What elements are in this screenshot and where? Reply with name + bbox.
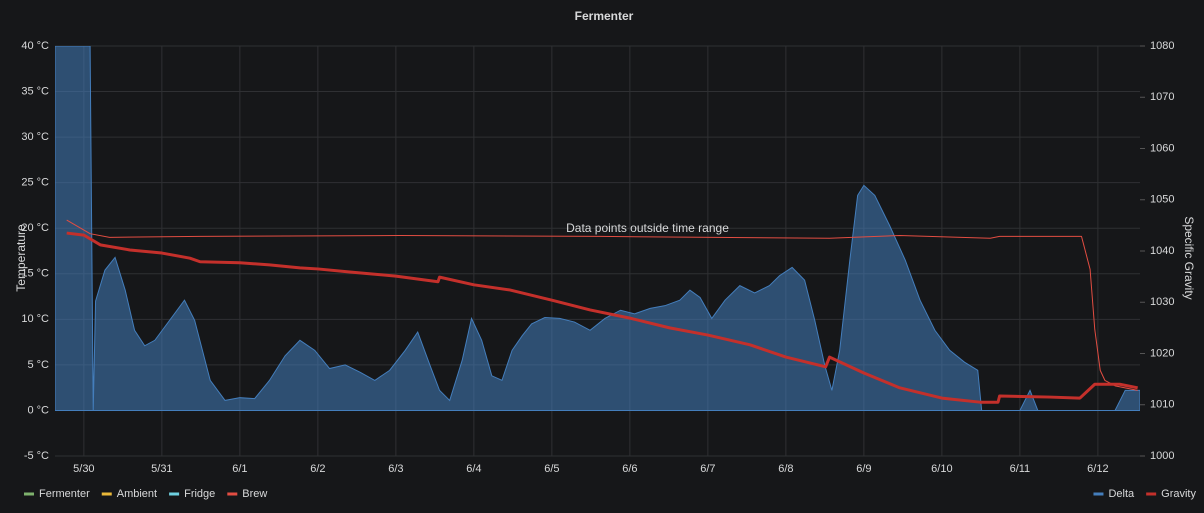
x-tick-label: 5/31 [151,463,172,475]
x-tick-label: 6/5 [544,463,559,475]
legend-label: Fridge [184,488,215,500]
area [55,46,1140,411]
line [66,219,1138,391]
x-tick-label: 6/6 [622,463,637,475]
x-tick-label: 6/7 [700,463,715,475]
x-tick-label: 6/11 [1010,463,1031,475]
chart-title: Fermenter [575,9,634,23]
x-tick-label: 6/4 [466,463,481,475]
y-tick-label: 30 °C [21,131,49,143]
plot-area [55,46,1140,411]
legend-label: Fermenter [39,488,90,500]
x-tick-label: 5/30 [73,463,94,475]
legend-label: Brew [242,488,267,500]
x-tick-label: 6/3 [388,463,403,475]
legend-label: Gravity [1161,488,1196,500]
y-tick-label: 40 °C [21,40,49,52]
y-tick-label: 20 °C [21,222,49,234]
y-tick-label: 0 °C [27,404,49,416]
y2-tick-label: 1050 [1150,194,1174,206]
y2-tick-label: 1000 [1150,450,1174,462]
y2-tick-label: 1010 [1150,399,1174,411]
y2-axis-label: Specific Gravity [1182,216,1196,299]
line [66,231,1138,404]
y-tick-label: 5 °C [27,359,49,371]
x-tick-label: 6/1 [232,463,247,475]
y-tick-label: 10 °C [21,313,49,325]
y-tick-label: 25 °C [21,177,49,189]
y2-tick-label: 1040 [1150,245,1174,257]
legend-label: Delta [1108,488,1135,500]
y-tick-label: 15 °C [21,268,49,280]
legend-label: Ambient [117,488,157,500]
y-tick-label: 35 °C [21,85,49,97]
y2-tick-label: 1070 [1150,91,1174,103]
y2-tick-label: 1030 [1150,296,1174,308]
y2-tick-label: 1060 [1150,142,1174,154]
x-tick-label: 6/12 [1087,463,1108,475]
x-tick-label: 6/10 [931,463,952,475]
y-axis-label: Temperature [14,224,28,292]
y-tick-label: -5 °C [24,450,49,462]
annotation: Data points outside time range [566,221,729,235]
y2-tick-label: 1080 [1150,40,1174,52]
x-tick-label: 6/2 [310,463,325,475]
x-tick-label: 6/9 [856,463,871,475]
y2-tick-label: 1020 [1150,347,1174,359]
x-tick-label: 6/8 [778,463,793,475]
